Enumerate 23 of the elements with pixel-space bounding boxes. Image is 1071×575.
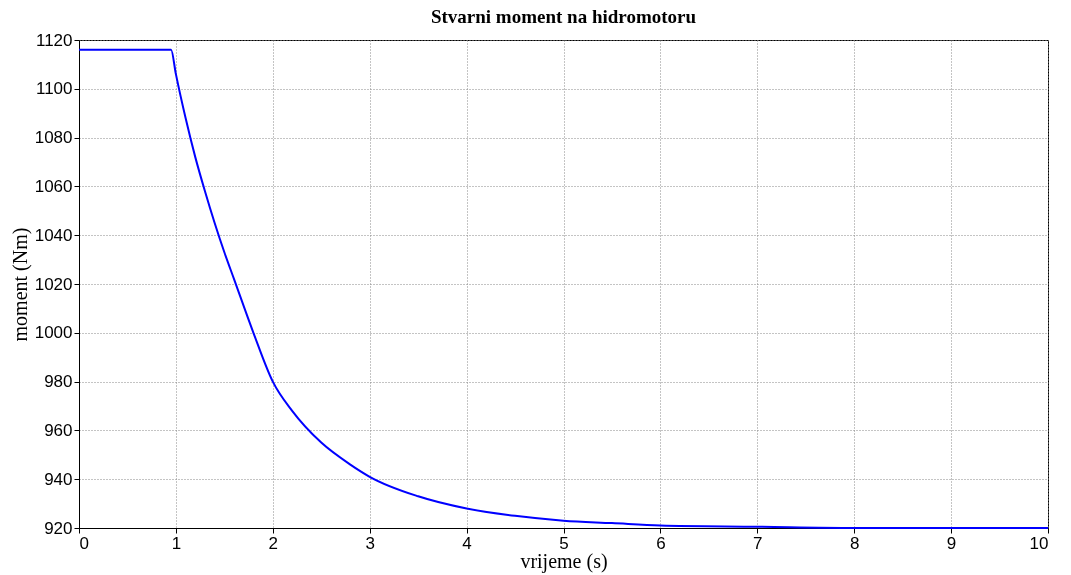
x-tick-label: 7 [753,533,763,553]
x-tick-label: 0 [79,533,89,553]
x-tick-label: 10 [1029,533,1049,553]
y-tick-label: 940 [44,469,73,489]
x-tick-label: 9 [946,533,957,553]
y-tick-label: 1000 [34,323,73,343]
y-tick-label: 1100 [35,79,73,99]
y-axis-title: moment (Nm) [8,227,32,342]
y-tick-label: 1020 [34,274,73,294]
chart-title: Stvarni moment na hidromotoru [430,6,697,27]
x-tick-label: 1 [171,533,182,553]
x-tick-label: 2 [268,533,279,553]
x-tick-label: 8 [849,533,860,553]
y-tick-label: 960 [44,420,73,440]
y-tick-label: 1080 [34,128,73,148]
x-tick-label: 4 [462,533,472,553]
y-tick-label: 1040 [34,225,73,245]
y-tick-label: 920 [44,518,73,538]
y-tick-label: 1120 [35,30,73,50]
y-tick-label: 980 [44,372,73,392]
x-tick-label: 6 [656,533,666,553]
y-tick-label: 1060 [34,176,73,196]
x-tick-label: 3 [365,533,375,553]
